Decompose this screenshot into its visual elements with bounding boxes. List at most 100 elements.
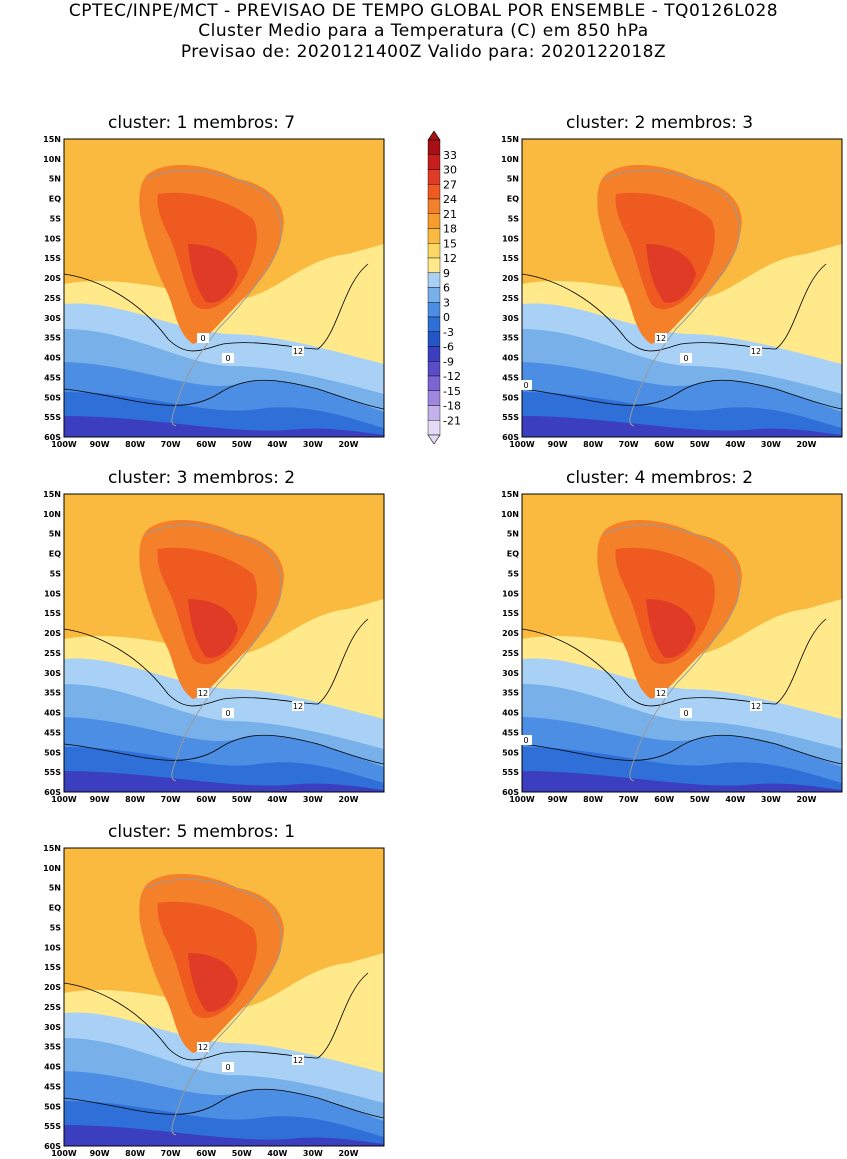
lat-tick-label: 35S	[44, 1043, 61, 1052]
colorbar-box	[427, 198, 441, 214]
lat-tick-label: 60S	[44, 788, 61, 797]
lat-tick-label: 30S	[44, 1023, 61, 1032]
lat-tick-label: 35S	[44, 334, 61, 343]
lat-tick-label: EQ	[507, 195, 519, 204]
contour-12	[64, 618, 369, 707]
lat-tick-label: 10S	[44, 589, 61, 598]
lat-tick-label: 40S	[44, 709, 61, 718]
map-panel-cluster-2: 12 12 0 0 15N 10N 5N EQ 5S 10S 15S 20S 25S 30S 35S 40S 4…	[501, 135, 843, 449]
lat-tick-label: 25S	[44, 294, 61, 303]
lon-tick-label: 60W	[196, 440, 216, 449]
lon-tick-label: 70W	[619, 795, 639, 804]
lat-tick-label: 15N	[43, 135, 61, 144]
lat-tick-label: 25S	[44, 1003, 61, 1012]
lat-tick-label: 35S	[44, 689, 61, 698]
contour-label-box	[750, 346, 762, 356]
lat-tick-label: 45S	[502, 728, 519, 737]
field-band-minus9	[64, 416, 384, 437]
contour-label: 0	[200, 334, 205, 343]
contour-label-box	[197, 1042, 209, 1052]
panel-3-title: cluster: 3 membros: 2	[108, 468, 296, 488]
lat-tick-label: 45S	[44, 1082, 61, 1091]
lat-tick-label: 45S	[44, 373, 61, 382]
lat-tick-label: 10N	[43, 510, 61, 519]
colorbar-level-label: -18	[443, 400, 461, 413]
contour-label-box	[292, 346, 304, 356]
lon-tick-label: 100W	[51, 440, 77, 449]
lat-tick-label: 10N	[501, 510, 519, 519]
lon-tick-label: 20W	[338, 795, 358, 804]
colorbar-box	[427, 272, 441, 288]
panel-1-title: cluster: 1 membros: 7	[108, 113, 296, 133]
field-band-minus9	[522, 416, 842, 437]
lat-tick-label: 20S	[44, 629, 61, 638]
lat-tick-label: 60S	[44, 433, 61, 442]
contour-label-box	[222, 353, 234, 363]
colorbar-level-label: -21	[443, 414, 461, 427]
colorbar-level-label: 18	[443, 223, 457, 236]
lon-tick-label: 50W	[232, 795, 252, 804]
map-panel-cluster-4: 12 12 0 0 15N 10N 5N EQ 5S 10S 15S 20S 25S 30S 35S 40S 4…	[501, 490, 843, 804]
continent-hottest-area	[188, 599, 238, 658]
lat-tick-label: 5S	[50, 569, 62, 578]
lat-tick-label: 60S	[44, 1142, 61, 1151]
contour-label: 0	[683, 709, 688, 718]
lat-tick-label: 15N	[43, 844, 61, 853]
contour-label-box	[520, 735, 532, 745]
colorbar-level-label: 33	[443, 149, 457, 162]
colorbar-box	[427, 420, 441, 436]
continent-hottest-area	[646, 244, 696, 303]
colorbar-level-label: 9	[443, 267, 450, 280]
contour-label: 0	[225, 354, 230, 363]
lat-tick-label: EQ	[49, 195, 61, 204]
lat-tick-label: 30S	[502, 669, 519, 678]
lon-tick-label: 30W	[761, 440, 781, 449]
contour-label-box	[520, 380, 532, 390]
lat-tick-label: 10N	[43, 864, 61, 873]
lon-tick-label: 90W	[90, 795, 110, 804]
coastline	[603, 524, 740, 782]
lat-tick-label: 50S	[502, 393, 519, 402]
lat-tick-label: 20S	[44, 274, 61, 283]
map-frame	[521, 138, 843, 438]
lat-tick-label: 5N	[49, 884, 61, 893]
contour-label: 0	[523, 381, 528, 390]
coastline	[603, 169, 740, 427]
lon-tick-label: 50W	[690, 795, 710, 804]
contour-0	[64, 379, 384, 410]
lat-tick-label: 55S	[502, 768, 519, 777]
colorbar-level-label: 15	[443, 237, 457, 250]
lat-tick-label: 30S	[502, 314, 519, 323]
lon-tick-label: 90W	[548, 795, 568, 804]
map-panel-cluster-3: 12 12 0 15N 10N 5N EQ 5S 10S 15S 20S 25S 30S 35S 40S 45…	[43, 490, 385, 804]
colorbar-level-label: 0	[443, 311, 450, 324]
colorbar-box	[427, 375, 441, 391]
map-frame	[63, 493, 385, 793]
lon-tick-label: 60W	[654, 440, 674, 449]
lat-tick-label: 15S	[44, 254, 61, 263]
contour-label-box	[292, 701, 304, 711]
lon-tick-label: 40W	[267, 440, 287, 449]
contour-label: 0	[683, 354, 688, 363]
lon-tick-label: 50W	[232, 1149, 252, 1158]
field-band-minus9	[522, 771, 842, 792]
lat-tick-label: 15N	[43, 490, 61, 499]
lat-tick-label: 15N	[501, 135, 519, 144]
contour-label: 12	[198, 1043, 208, 1052]
lon-tick-label: 80W	[583, 440, 603, 449]
colorbar-box	[427, 302, 441, 318]
colorbar-bottom-arrow	[427, 434, 441, 445]
lat-tick-label: 25S	[502, 294, 519, 303]
lat-tick-label: 10N	[501, 155, 519, 164]
map-panel-cluster-1: 12 0 0 15N 10N 5N EQ 5S 10S 15S 20S 25S 30S 35S 40S 45S…	[43, 135, 385, 449]
colorbar-box	[427, 154, 441, 170]
field-band-minus9	[64, 1125, 384, 1146]
lat-tick-label: 20S	[502, 274, 519, 283]
lat-tick-label: 50S	[44, 1102, 61, 1111]
colorbar-box	[427, 184, 441, 200]
lat-tick-label: 40S	[44, 354, 61, 363]
colorbar-level-label: 30	[443, 164, 457, 177]
contour-label-box	[197, 333, 209, 343]
lon-tick-label: 40W	[725, 795, 745, 804]
